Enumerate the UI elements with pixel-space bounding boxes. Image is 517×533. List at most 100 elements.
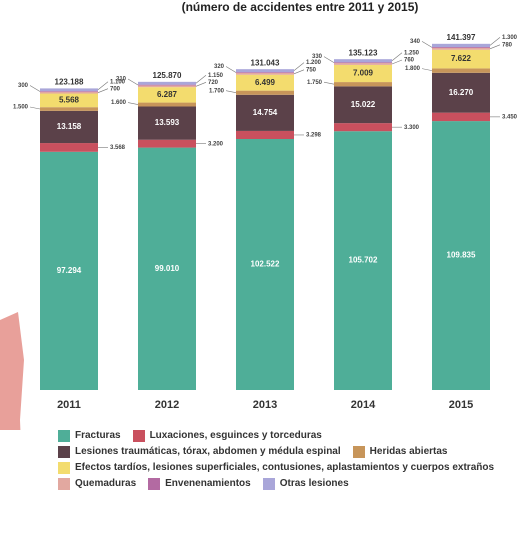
total-label: 125.870 (153, 71, 182, 80)
legend-swatch (58, 462, 70, 474)
bar-segment (40, 88, 98, 92)
bar-segment (334, 62, 392, 64)
legend-label: Envenenamientos (165, 478, 251, 489)
legend-item: Otras lesiones (262, 478, 349, 490)
legend-item: Efectos tardíos, lesiones superficiales,… (58, 462, 494, 474)
value-label: 1.600 (111, 100, 127, 106)
bar-segment (236, 72, 294, 75)
value-label: 1.100 (110, 79, 126, 85)
bar-segment (432, 43, 490, 48)
leader-line (29, 106, 41, 110)
leader-line (421, 68, 433, 71)
bar-segment (138, 106, 196, 140)
value-label: 97.294 (57, 266, 82, 275)
leader-line (293, 62, 305, 71)
leader-line (195, 75, 207, 84)
leader-line (97, 88, 109, 93)
legend-label: Fracturas (75, 430, 121, 441)
bar-segment (334, 131, 392, 390)
bar-segment (40, 91, 98, 94)
leader-line (97, 81, 109, 90)
bar-segment (138, 87, 196, 103)
leader-line (323, 81, 335, 85)
bar-segment (334, 64, 392, 83)
value-label: 780 (502, 42, 513, 48)
value-label: 1.800 (405, 66, 421, 72)
leader-line (421, 41, 433, 48)
bar-segment (432, 47, 490, 48)
bar-segment (40, 91, 98, 92)
x-tick-label: 2014 (351, 399, 376, 411)
value-label: 1.500 (13, 105, 29, 111)
legend-swatch (58, 430, 70, 442)
bar-segment (138, 84, 196, 86)
legend-swatch (262, 478, 275, 490)
bar-segment (432, 47, 490, 50)
value-label: 99.010 (155, 264, 180, 273)
value-label: 1.200 (306, 60, 322, 66)
bar-segment (40, 151, 98, 390)
value-label: 13.593 (155, 118, 180, 127)
bar-segment (334, 63, 392, 65)
value-label: 750 (306, 67, 317, 73)
x-tick-label: 2013 (253, 399, 277, 411)
value-label: 1.700 (209, 88, 225, 94)
bar-segment (236, 138, 294, 390)
bar-segment (236, 74, 294, 91)
leader-line (195, 82, 207, 87)
chart: (número de accidentes entre 2011 y 2015)… (0, 0, 517, 475)
legend-item: Lesiones traumáticas, tórax, abdomen y m… (58, 446, 341, 458)
value-label: 5.568 (59, 95, 80, 104)
legend-label: Efectos tardíos, lesiones superficiales,… (75, 462, 495, 473)
bar-segment (432, 72, 490, 113)
legend-swatch (352, 446, 365, 458)
leader-line (323, 56, 335, 63)
leader-line (489, 44, 501, 50)
decoration (0, 312, 24, 475)
value-label: 300 (18, 83, 29, 89)
x-tick-label: 2015 (449, 399, 473, 411)
bar-segment (138, 147, 196, 390)
total-label: 123.188 (55, 78, 84, 87)
value-label: 15.022 (351, 100, 376, 109)
bar-segment (236, 72, 294, 73)
legend-label: Otras lesiones (279, 478, 349, 489)
value-label: 310 (116, 77, 127, 83)
value-label: 3.298 (306, 133, 322, 139)
bar-segment (40, 107, 98, 111)
bar-segment (334, 86, 392, 124)
value-label: 6.287 (157, 90, 178, 99)
value-label: 1.250 (404, 50, 420, 56)
value-label: 340 (410, 39, 421, 45)
bar-segment (432, 121, 490, 390)
value-label: 1.300 (502, 35, 517, 41)
leader-line (293, 69, 305, 75)
bar-segment (40, 93, 98, 108)
leader-line (225, 90, 237, 94)
legend-item: Quemaduras (58, 478, 136, 490)
bar-segment (334, 82, 392, 87)
bar-segment (138, 102, 196, 107)
value-label: 3.300 (404, 125, 420, 131)
legend-item: Luxaciones, esguinces y torceduras (132, 430, 322, 442)
value-label: 109.835 (447, 251, 476, 260)
legend: Fracturas Luxaciones, esguinces y torcedu… (58, 430, 498, 490)
value-label: 330 (312, 54, 323, 60)
value-label: 7.622 (451, 54, 472, 63)
value-label: 3.568 (110, 145, 126, 151)
bar-segment (138, 85, 196, 88)
bar-segment (236, 130, 294, 139)
legend-label: Luxaciones, esguinces y torceduras (149, 430, 322, 441)
value-label: 102.522 (251, 260, 280, 269)
value-label: 1.150 (208, 73, 224, 79)
value-label: 1.750 (307, 80, 323, 86)
value-label: 14.754 (253, 108, 278, 117)
bar-segment (432, 68, 490, 73)
value-label: 320 (214, 64, 225, 70)
value-label: 700 (110, 86, 121, 92)
value-label: 16.270 (449, 88, 474, 97)
value-label: 720 (208, 80, 219, 86)
bar-segment (236, 69, 294, 73)
bar-segment (334, 123, 392, 132)
